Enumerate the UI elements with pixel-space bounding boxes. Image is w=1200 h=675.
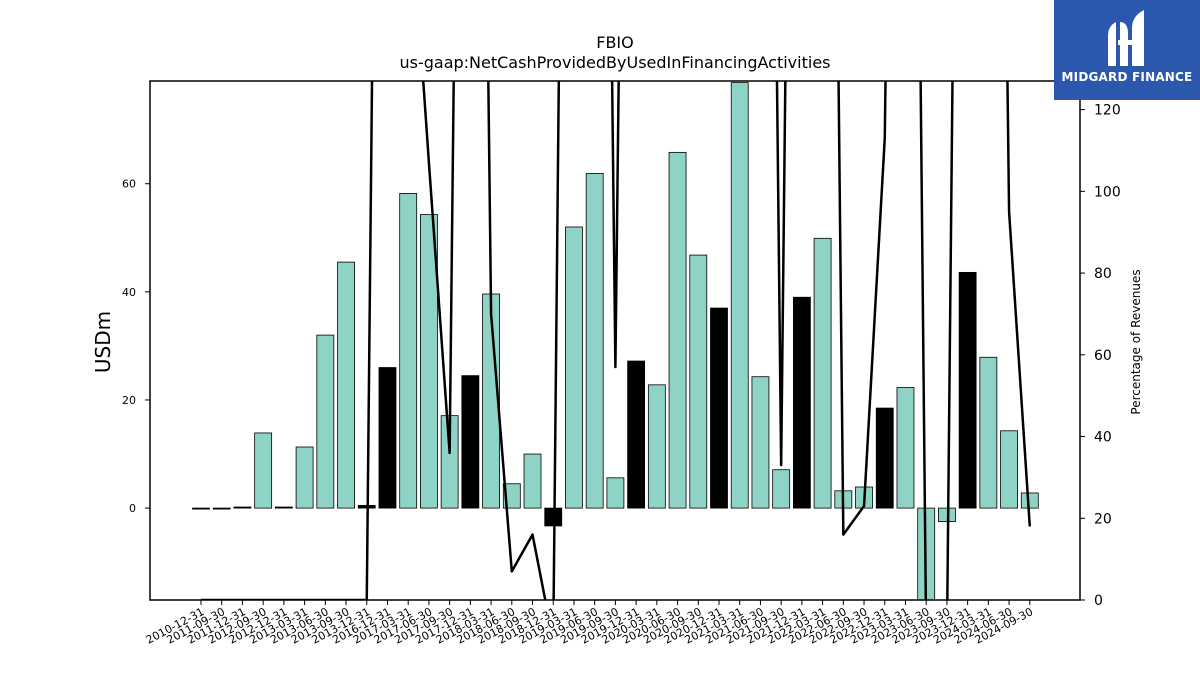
bar-2018-06-30 [502, 483, 521, 509]
bar-2021-03-31 [730, 82, 749, 509]
y-tick-label: 20 [122, 394, 136, 407]
brand-logo: MIDGARD FINANCE [1054, 0, 1200, 100]
bar-2017-12-31 [461, 375, 480, 509]
y2-tick-label: 60 [1094, 348, 1112, 364]
y-axis-left: 0 20 40 60 [122, 178, 150, 515]
bar-2020-06-30 [668, 151, 687, 509]
line-group [201, 81, 1032, 600]
bar-2019-03-31 [565, 226, 583, 509]
y-tick-label: 0 [129, 502, 136, 515]
y2-tick-label: 0 [1094, 593, 1103, 609]
bar-2021-09-30 [772, 469, 791, 509]
bar-2022-12-31 [875, 407, 894, 509]
y-tick-label: 60 [122, 178, 136, 191]
bar-2012-12-31 [274, 506, 293, 509]
bar-2013-09-30 [337, 261, 355, 509]
bar-2017-06-30 [420, 214, 438, 509]
bar-2024-06-30 [1000, 430, 1018, 509]
bar-2019-09-30 [606, 477, 625, 509]
logo-icon [1108, 10, 1144, 66]
bar-2010-12-31 [192, 507, 210, 510]
bar-2011-09-30 [212, 507, 231, 510]
y2-tick-label: 100 [1094, 184, 1121, 200]
y2-tick-label: 80 [1094, 266, 1112, 282]
bar-2020-09-30 [689, 254, 708, 509]
bar-2022-03-31 [813, 237, 832, 509]
y2-tick-label: 40 [1094, 430, 1112, 446]
bar-2024-09-30 [1020, 492, 1039, 509]
bar-2013-06-30 [316, 334, 335, 509]
chart-subtitle: us-gaap:NetCashProvidedByUsedInFinancing… [399, 53, 830, 72]
logo-text: MIDGARD FINANCE [1061, 70, 1193, 84]
bar-2019-06-30 [585, 173, 604, 509]
bar-2021-12-31 [792, 296, 811, 509]
y-axis-right: 0 20 40 60 80 100 120 [1080, 103, 1121, 609]
bar-2023-03-31 [896, 387, 915, 509]
bar-2012-09-30 [254, 432, 273, 509]
bar-2020-03-31 [647, 384, 666, 509]
bar-group [192, 82, 1039, 601]
bar-2017-03-31 [399, 193, 418, 509]
bar-2016-12-31 [378, 367, 397, 509]
y-tick-label: 40 [122, 286, 136, 299]
bar-2021-06-30 [751, 376, 770, 509]
bar-2019-12-31 [627, 360, 646, 509]
y2-tick-label: 120 [1094, 103, 1121, 119]
bar-2011-12-31 [233, 506, 252, 509]
bar-2020-12-31 [710, 307, 728, 509]
ratio-line [201, 81, 1032, 600]
bar-2023-12-31 [958, 271, 977, 509]
y2-axis-label: Percentage of Revenues [1129, 269, 1143, 414]
bar-2024-03-31 [979, 356, 998, 509]
y2-tick-label: 20 [1094, 511, 1112, 527]
x-axis: 2010-12-312011-09-302011-12-312012-09-30… [144, 600, 1035, 647]
bar-2013-03-31 [295, 446, 314, 509]
chart-title: FBIO [596, 33, 634, 52]
y-axis-label: USDm [91, 311, 115, 373]
bar-2018-09-30 [523, 453, 542, 509]
